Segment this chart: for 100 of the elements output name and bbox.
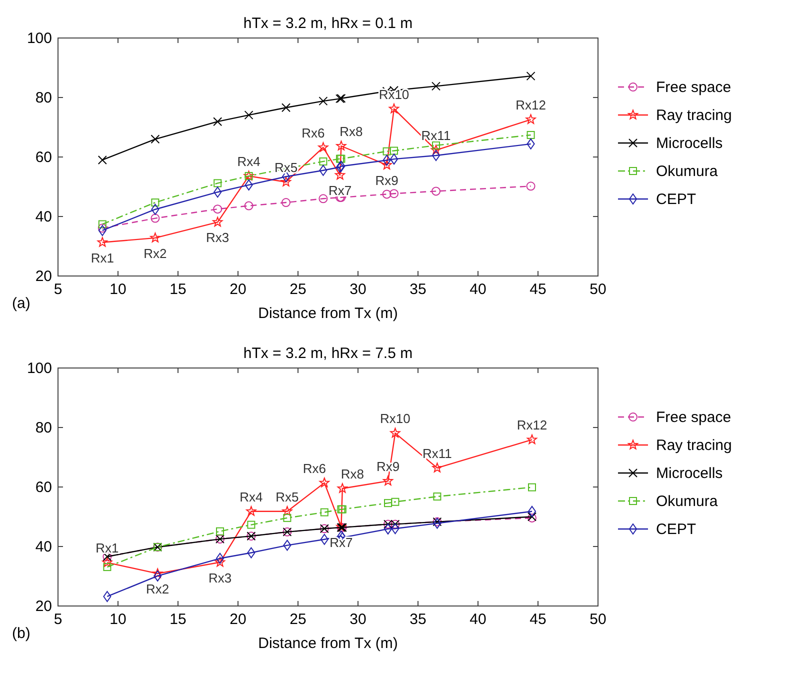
x-axis-title: Distance from Tx (m) xyxy=(258,635,398,652)
point xyxy=(150,214,160,223)
x-tick-label: 35 xyxy=(410,611,426,628)
point xyxy=(336,140,346,150)
point xyxy=(246,506,256,516)
point xyxy=(247,547,256,558)
point xyxy=(244,110,254,120)
x-tick-label: 10 xyxy=(110,281,126,298)
x-tick-label: 20 xyxy=(230,281,246,298)
point xyxy=(432,462,442,472)
point xyxy=(319,164,328,176)
point xyxy=(318,142,328,152)
point xyxy=(213,117,222,126)
point xyxy=(282,506,292,516)
point xyxy=(98,224,106,236)
point xyxy=(433,518,442,529)
point xyxy=(283,540,292,551)
y-tick-label: 80 xyxy=(35,420,52,436)
legend-label: Ray tracing xyxy=(656,437,732,454)
x-tick-label: 15 xyxy=(170,611,186,628)
annotation: Rx8 xyxy=(340,466,364,482)
x-tick-label: 15 xyxy=(170,281,186,298)
point xyxy=(214,556,226,567)
point xyxy=(282,198,290,208)
x-tick-label: 50 xyxy=(590,281,606,298)
annotation: Rx10 xyxy=(380,411,410,426)
x-tick-label: 5 xyxy=(54,281,62,298)
point xyxy=(214,186,222,198)
x-tick-label: 5 xyxy=(54,611,62,628)
annotation: Rx1 xyxy=(90,250,114,266)
x-tick-label: 30 xyxy=(350,611,366,628)
point xyxy=(526,182,536,191)
point xyxy=(390,189,398,198)
point xyxy=(430,144,442,155)
point xyxy=(244,201,254,210)
legend-label: CEPT xyxy=(656,191,696,208)
legend-label: Okumura xyxy=(656,493,718,510)
point xyxy=(390,428,400,438)
point xyxy=(334,170,346,180)
point xyxy=(98,224,107,233)
y-tick-label: 80 xyxy=(35,90,52,106)
point xyxy=(247,520,256,529)
point xyxy=(154,570,162,582)
annotation: Rx11 xyxy=(422,446,452,461)
y-tick-label: 60 xyxy=(35,149,52,166)
point xyxy=(244,179,253,190)
annotation: Rx2 xyxy=(146,582,170,597)
point xyxy=(319,478,330,488)
x-tick-label: 40 xyxy=(470,281,486,298)
annotation: Rx7 xyxy=(328,183,352,198)
point xyxy=(382,190,392,199)
annotation: Rx5 xyxy=(276,489,299,504)
x-tick-label: 35 xyxy=(410,281,426,298)
annotation: Rx12 xyxy=(516,418,548,433)
y-tick-label: 20 xyxy=(35,268,52,285)
point xyxy=(102,557,112,567)
annotation: Rx11 xyxy=(421,128,451,144)
x-tick-label: 25 xyxy=(290,281,306,298)
y-tick-label: 60 xyxy=(35,479,52,496)
text: (b) xyxy=(12,625,30,642)
point xyxy=(432,141,440,150)
legend-label: Free space xyxy=(656,79,732,96)
point xyxy=(103,563,112,572)
point xyxy=(382,476,394,486)
annotation: Rx9 xyxy=(375,173,398,188)
legend-label: CEPT xyxy=(656,521,696,538)
y-tick-label: 100 xyxy=(26,360,52,377)
legend-label: Free space xyxy=(656,409,732,426)
point xyxy=(97,237,108,247)
point xyxy=(320,534,328,545)
annotation: Rx1 xyxy=(96,540,119,556)
point xyxy=(432,186,440,196)
point xyxy=(214,179,222,188)
point xyxy=(150,134,160,144)
x-tick-label: 30 xyxy=(350,281,366,298)
annotation: Rx6 xyxy=(302,460,326,476)
chart-title: hTx = 3.2 m, hRx = 0.1 m xyxy=(243,15,413,32)
point xyxy=(212,216,223,227)
point xyxy=(319,157,328,166)
annotation: Rx10 xyxy=(378,86,410,102)
legend-label: Okumura xyxy=(656,163,718,180)
point xyxy=(382,160,392,170)
point xyxy=(526,130,535,139)
point xyxy=(526,138,535,150)
point xyxy=(216,527,224,536)
x-tick-label: 20 xyxy=(230,611,246,628)
point xyxy=(391,498,400,506)
point xyxy=(151,204,160,215)
annotation: Rx7 xyxy=(330,534,353,550)
annotation: Rx8 xyxy=(340,124,363,139)
point xyxy=(337,483,348,493)
point xyxy=(320,508,328,516)
point xyxy=(433,492,442,501)
x-tick-label: 45 xyxy=(530,611,546,628)
point xyxy=(318,194,328,204)
y-tick-label: 40 xyxy=(35,208,52,226)
x-tick-label: 40 xyxy=(470,611,486,628)
annotation: Rx12 xyxy=(516,98,546,113)
legend-label: Microcells xyxy=(656,135,723,152)
annotation: Rx3 xyxy=(206,230,230,246)
